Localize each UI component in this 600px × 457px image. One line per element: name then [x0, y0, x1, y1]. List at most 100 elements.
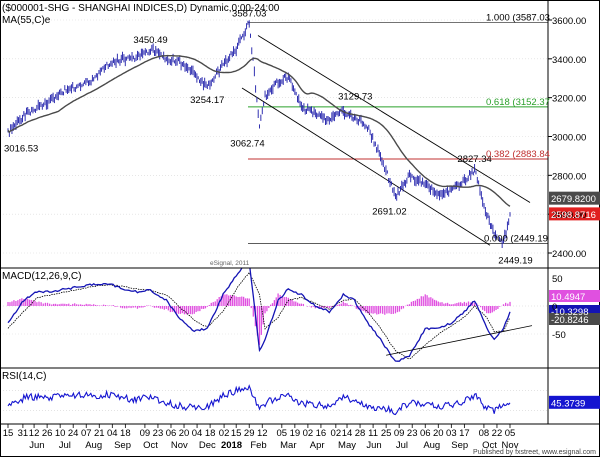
- rsi-panel: [0, 384, 548, 416]
- price-annotation: 2449.19: [498, 255, 532, 266]
- x-month-label: Jul: [396, 440, 408, 451]
- price-tag-label: 2679.8200: [551, 194, 596, 205]
- x-tick-label: 29: [244, 428, 255, 439]
- x-tick-label: 02: [219, 428, 230, 439]
- chart-labels: 3016.53 3450.49 3587.03 3254.17 3062.74 3129.…: [2, 3, 596, 456]
- price-annotation: 3587.03: [232, 9, 266, 20]
- x-tick-label: 03: [446, 428, 457, 439]
- x-tick-label: 23: [407, 428, 418, 439]
- macd-y-tick-label: 50: [552, 274, 563, 285]
- x-tick-label: 20: [433, 428, 444, 439]
- macd-panel: [0, 268, 548, 362]
- ma-line: [7, 54, 511, 207]
- macd-tag-label: 10.4947: [551, 292, 585, 303]
- x-tick-label: 25: [381, 428, 392, 439]
- rsi-label: RSI(14,C): [2, 371, 46, 382]
- rsi-tag-label: 45.3739: [551, 398, 585, 409]
- macd-tag-box: [549, 313, 600, 325]
- x-month-label: Jun: [29, 440, 44, 451]
- x-tick-label: 06: [420, 428, 431, 439]
- footer-credit: Published by fxstreet, www.esignal.com: [473, 449, 596, 456]
- price-tag-box: [549, 191, 600, 205]
- macd-line: [7, 268, 511, 362]
- macd-y-tick-label: -50: [552, 330, 566, 341]
- x-tick-label: 06: [166, 428, 177, 439]
- macd-tag-box: [549, 290, 600, 302]
- fib-label-1: 0.618 (3152.37: [486, 97, 550, 108]
- price-annotation: 3062.74: [230, 138, 264, 149]
- x-tick-label: 15: [3, 428, 14, 439]
- channel-upper: [257, 35, 531, 203]
- x-tick-label: 18: [205, 428, 216, 439]
- price-y-tick-label: 3200.00: [552, 94, 586, 105]
- macd-signal-line: [7, 271, 511, 360]
- price-annotation: 3016.53: [4, 143, 38, 154]
- x-tick-label: 12: [29, 428, 40, 439]
- x-tick-label: 15: [231, 428, 242, 439]
- x-month-label: Nov: [171, 440, 188, 451]
- channel-lower: [241, 87, 491, 246]
- fib-label-2: 0.382 (2883.84: [486, 149, 550, 160]
- rsi-line: [7, 384, 511, 416]
- x-tick-label: 05: [277, 428, 288, 439]
- price-y-tick-label: 3000.00: [552, 133, 586, 144]
- rsi-tag-box: [549, 395, 600, 409]
- x-month-label: Nov: [502, 440, 519, 451]
- x-tick-label: 09: [394, 428, 405, 439]
- x-tick-label: 23: [153, 428, 164, 439]
- x-month-label: Aug: [85, 440, 102, 451]
- price-annotation: 3254.17: [190, 95, 224, 106]
- x-tick-label: 11: [368, 428, 378, 439]
- price-y-tick-label: 2600.00: [552, 210, 586, 221]
- x-month-label: Mar: [280, 440, 296, 451]
- price-annotation: 2691.02: [372, 206, 406, 217]
- x-tick-label: 04: [107, 428, 118, 439]
- x-tick-label: 02: [331, 428, 342, 439]
- macd-tag-label: -10.3298: [551, 307, 589, 318]
- x-month-label: Jun: [366, 440, 381, 451]
- x-tick-label: 10: [55, 428, 66, 439]
- macd-y-tick-label: 0: [552, 302, 557, 313]
- x-month-label: Oct: [143, 440, 158, 451]
- x-tick-label: 24: [68, 428, 79, 439]
- fib-label-0: 1.000 (3587.03: [486, 13, 550, 24]
- x-month-label: Feb: [250, 440, 266, 451]
- x-tick-label: 19: [290, 428, 301, 439]
- x-month-label: Jul: [59, 440, 71, 451]
- x-tick-label: 05: [505, 428, 516, 439]
- x-tick-label: 22: [492, 428, 503, 439]
- x-month-label: Aug: [423, 440, 440, 451]
- x-tick-label: 18: [120, 428, 131, 439]
- esignal-watermark: eSignal, 2011: [210, 260, 250, 267]
- price-annotation: 2827.34: [457, 154, 491, 165]
- price-y-tick-label: 3600.00: [552, 16, 586, 27]
- x-month-label: Dec: [199, 440, 216, 451]
- x-month-label: Apr: [310, 440, 325, 451]
- x-month-label: 2018: [221, 440, 242, 451]
- x-month-label: Sep: [451, 440, 468, 451]
- x-tick-label: 14: [342, 428, 353, 439]
- price-y-tick-label: 2800.00: [552, 171, 586, 182]
- x-tick-label: 26: [42, 428, 53, 439]
- ma-label: MA(55,C)e: [2, 15, 51, 26]
- chart-title: ($000001-SHG - SHANGHAI INDICES,D) Dynam…: [2, 3, 280, 14]
- x-tick-label: 09: [140, 428, 151, 439]
- price-tag-box: [549, 207, 600, 221]
- x-tick-label: 28: [355, 428, 366, 439]
- price-annotation: 3129.73: [338, 91, 372, 102]
- price-panel: [0, 19, 548, 254]
- price-y-tick-label: 2400.00: [552, 249, 586, 260]
- x-tick-label: 20: [179, 428, 190, 439]
- macd-tag-label: -20.8246: [551, 315, 589, 326]
- x-tick-label: 16: [316, 428, 327, 439]
- fib-label-3: 0.000 (2449.19: [484, 233, 548, 244]
- price-y-tick-label: 3400.00: [552, 55, 586, 66]
- x-tick-label: 17: [459, 428, 470, 439]
- macd-label: MACD(12,26,9,C): [2, 271, 81, 282]
- x-tick-label: 12: [257, 428, 268, 439]
- x-tick-label: 08: [479, 428, 490, 439]
